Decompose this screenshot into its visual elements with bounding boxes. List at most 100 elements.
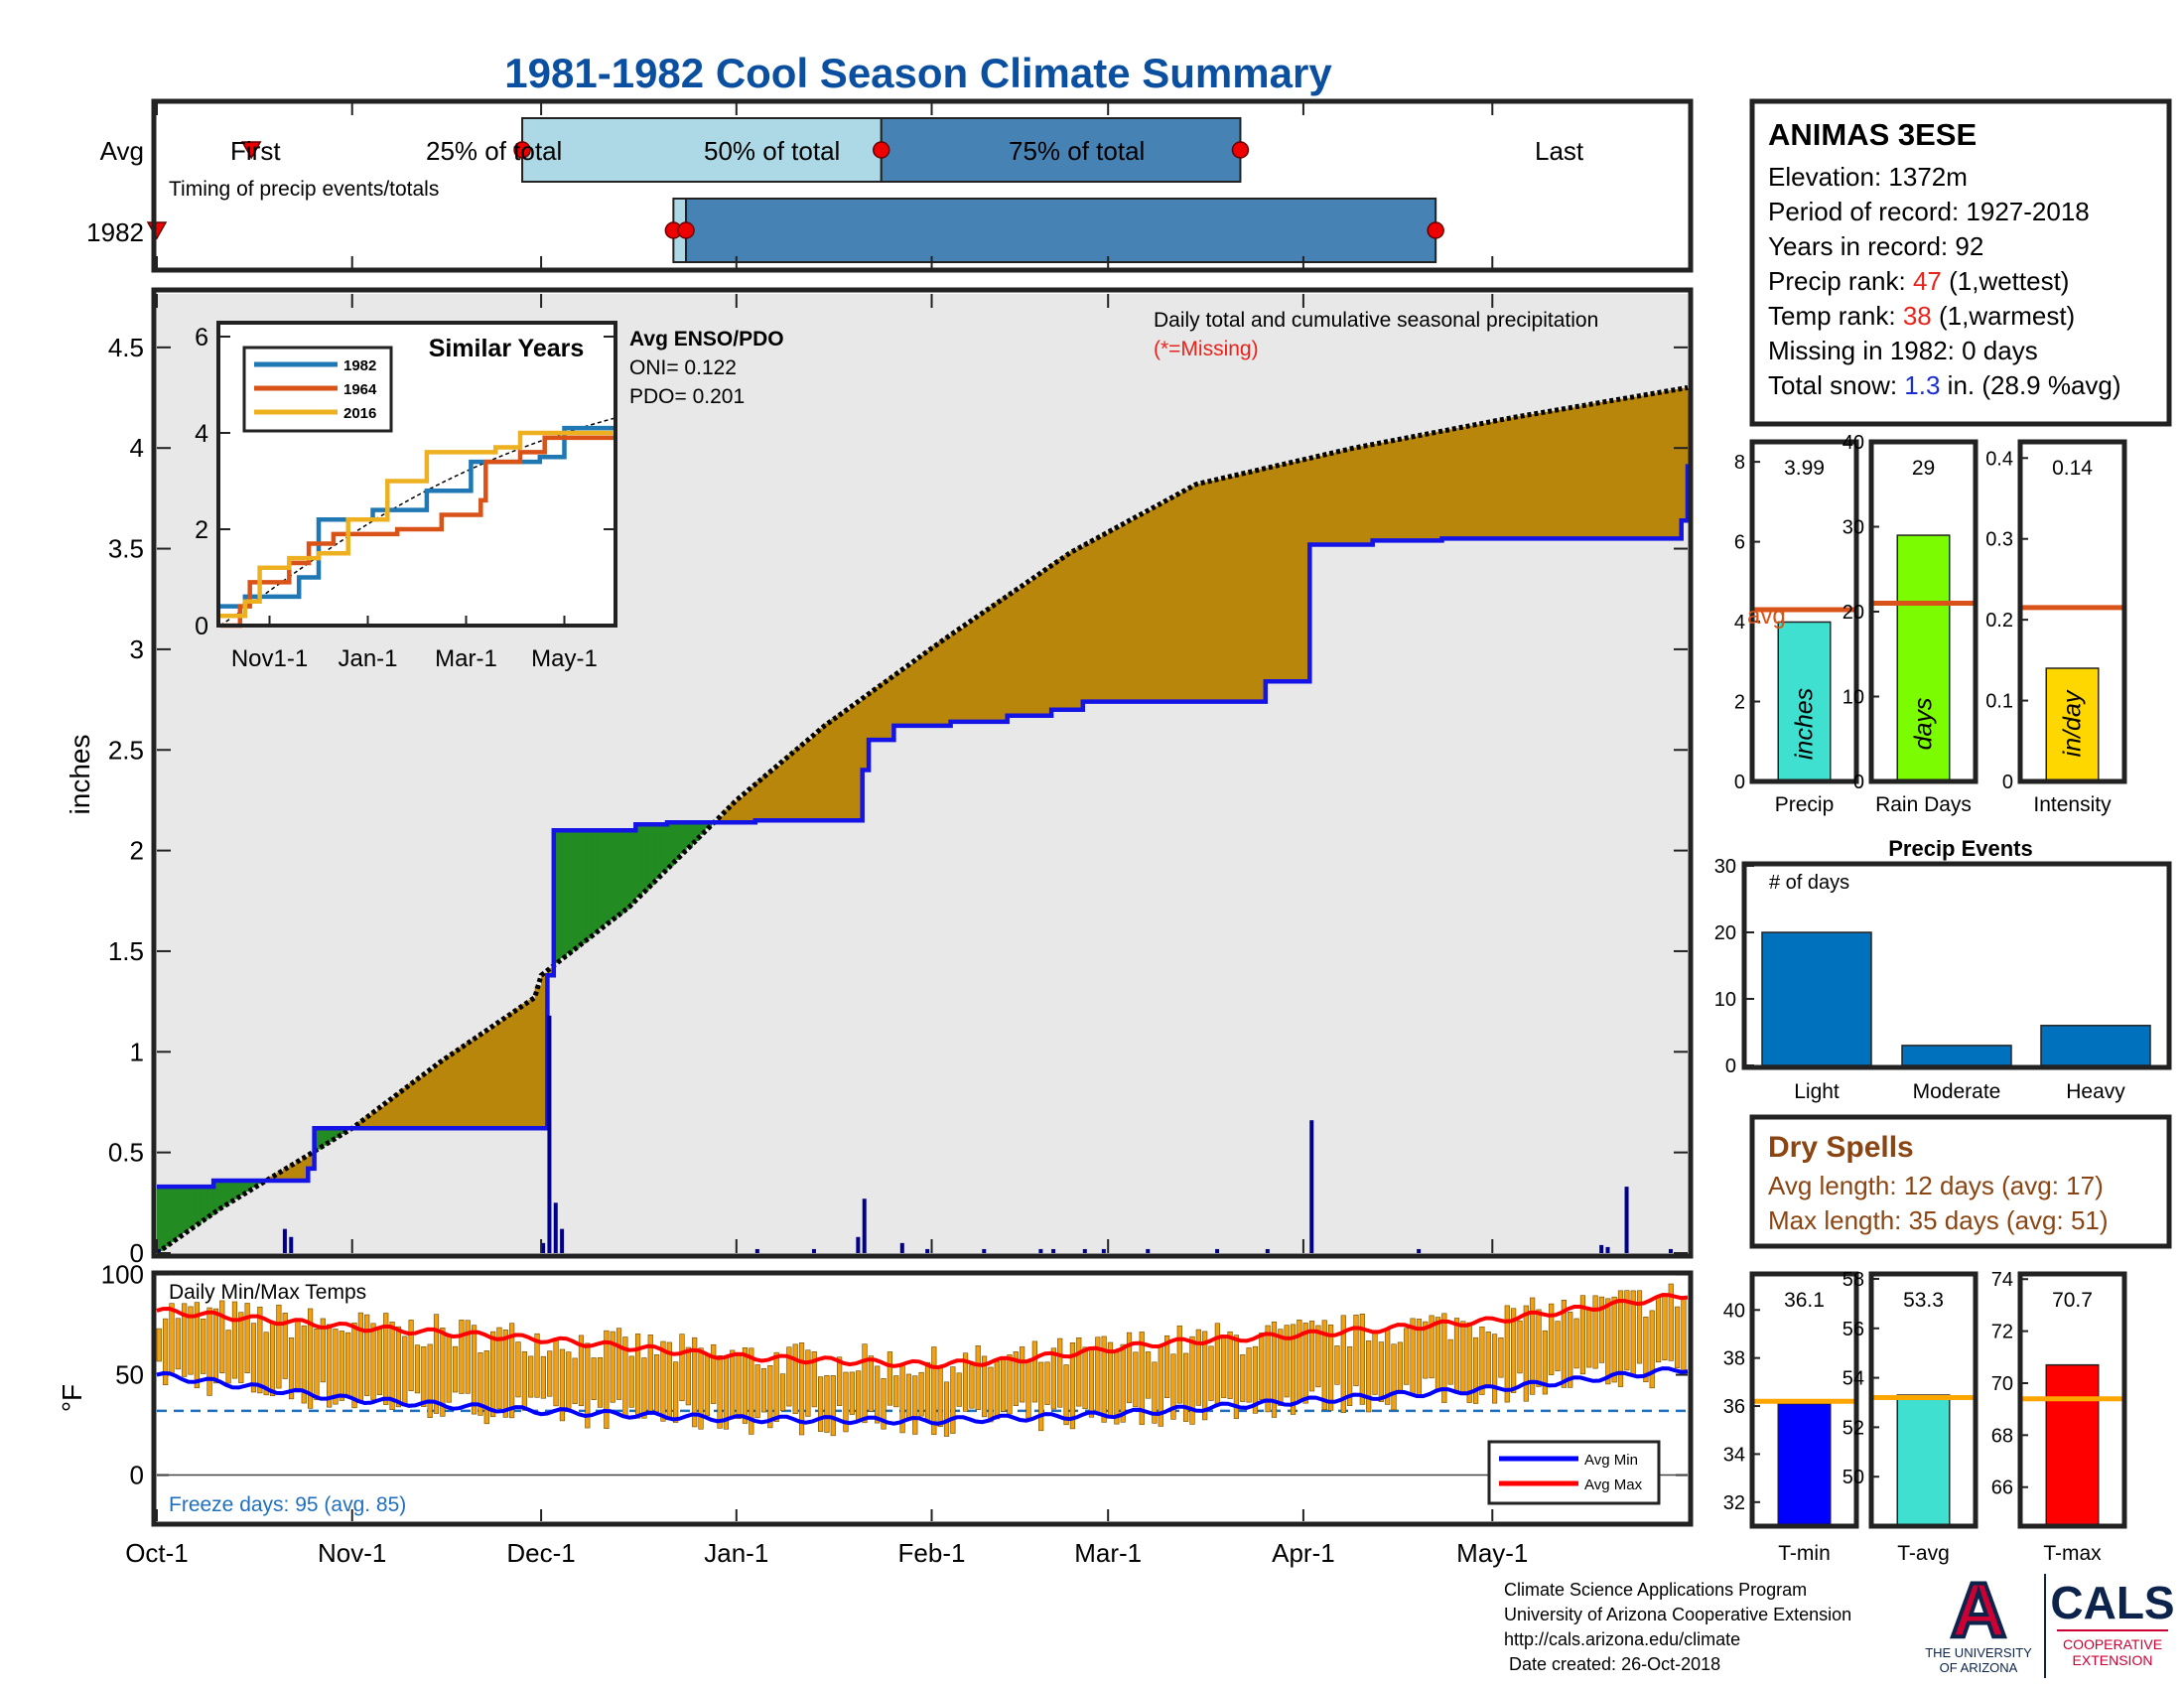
- daily-temp-bar: [1007, 1354, 1013, 1415]
- precip-anomaly-fill: [1234, 475, 1242, 702]
- daily-temp-bar: [679, 1334, 685, 1402]
- precip-anomaly-fill: [1379, 442, 1387, 541]
- precip-anomaly-fill: [528, 999, 536, 1129]
- daily-temp-bar: [188, 1306, 194, 1375]
- daily-temp-bar: [1517, 1320, 1523, 1374]
- panel-value-text: 29: [1912, 457, 1935, 480]
- daily-temp-bar: [395, 1326, 402, 1408]
- daily-temp-bar: [1549, 1303, 1555, 1375]
- daily-precip-bar: [899, 1242, 904, 1253]
- precip-anomaly-fill: [1562, 408, 1570, 539]
- daily-temp-bar: [528, 1355, 534, 1398]
- precip-anomaly-fill: [1568, 407, 1575, 539]
- inset-ytick-label: 6: [195, 324, 208, 352]
- marker-25-label: 25% of total: [426, 136, 562, 166]
- marker-75-label: 75% of total: [1009, 136, 1145, 166]
- inset-series-1982: [220, 425, 614, 609]
- daily-temp-bar: [1340, 1315, 1346, 1414]
- precip-anomaly-fill: [862, 696, 870, 771]
- daily-temp-bar: [981, 1355, 988, 1418]
- daily-temp-bar: [1176, 1325, 1182, 1404]
- precip-anomaly-fill: [377, 1106, 385, 1129]
- precip-anomaly-fill: [1536, 412, 1544, 539]
- precip-anomaly-fill: [1637, 395, 1645, 539]
- avg-min-line: [156, 1366, 1689, 1426]
- daily-temp-bar: [1233, 1335, 1240, 1419]
- precip-anomaly-fill: [1605, 400, 1613, 539]
- temp-rank: Temp rank: 38 (1,warmest): [1768, 301, 2075, 331]
- temp-ytick-label: 0: [130, 1461, 144, 1490]
- precip-anomaly-fill: [1599, 402, 1607, 539]
- xtick-label: Feb-1: [898, 1538, 966, 1568]
- daily-temp-bar: [843, 1371, 849, 1433]
- precip-anomaly-fill: [1240, 473, 1248, 702]
- daily-temp-bar: [1227, 1331, 1233, 1399]
- events-ytick-label: 0: [1725, 1055, 1736, 1077]
- precip-anomaly-fill: [1549, 410, 1557, 539]
- daily-temp-bar: [351, 1323, 357, 1409]
- daily-temp-bar: [572, 1357, 578, 1405]
- precip-anomaly-fill: [276, 1172, 284, 1182]
- panel-ytick-label: 20: [1843, 602, 1864, 624]
- precip-anomaly-fill: [887, 677, 895, 741]
- daily-temp-bar: [483, 1350, 489, 1425]
- precip-anomaly-fill: [1020, 585, 1027, 716]
- daily-temp-bar: [1675, 1306, 1681, 1369]
- precip-anomaly-fill: [1460, 426, 1468, 539]
- daily-temp-bar: [1359, 1314, 1365, 1405]
- dry-spells-title: Dry Spells: [1768, 1131, 1914, 1164]
- xtick-label: Apr-1: [1272, 1538, 1335, 1568]
- daily-precip-bar: [754, 1248, 759, 1253]
- daily-temp-bar: [698, 1347, 704, 1430]
- daily-temp-bar: [805, 1349, 811, 1417]
- daily-temp-bar: [540, 1355, 546, 1399]
- panel-unit: days: [1910, 698, 1938, 751]
- precip-anomaly-fill: [660, 824, 668, 873]
- precip-anomaly-fill: [628, 830, 636, 905]
- panel-ytick-label: 0.2: [1985, 610, 2013, 632]
- main-frame: [151, 287, 1694, 1259]
- daily-temp-bar: [182, 1303, 188, 1377]
- daily-temp-bar: [1460, 1321, 1466, 1395]
- precip-anomaly-fill: [931, 645, 939, 726]
- avg-cumulative-line: [155, 384, 1689, 1256]
- precip-anomaly-fill: [1170, 495, 1178, 702]
- daily-temp-bar: [1139, 1332, 1145, 1426]
- xtick-label: Dec-1: [506, 1538, 575, 1568]
- inset-ytick-label: 2: [195, 516, 208, 544]
- daily-temp-bar: [1321, 1320, 1327, 1410]
- daily-temp-bar: [219, 1300, 225, 1374]
- precip-anomaly-fill: [483, 1030, 491, 1129]
- daily-precip-bar: [1624, 1187, 1629, 1253]
- daily-temp-bar: [547, 1350, 553, 1397]
- daily-precip-bar: [1417, 1248, 1422, 1253]
- precip-anomaly-fill: [616, 830, 624, 914]
- precip-rank-label: Precip rank:: [1768, 266, 1913, 296]
- temp-title: Daily Min/Max Temps: [169, 1281, 366, 1304]
- precip-anomaly-fill: [875, 686, 883, 741]
- daily-temp-bar: [692, 1336, 698, 1428]
- daily-temp-bar: [1397, 1341, 1403, 1391]
- precip-anomaly-fill: [301, 1157, 309, 1182]
- year-first-marker: [146, 221, 168, 240]
- panel-value-text: 53.3: [1903, 1289, 1944, 1312]
- marker-last-label: Last: [1535, 136, 1584, 166]
- panel-value-text: 36.1: [1784, 1289, 1825, 1312]
- daily-precip-bar: [1668, 1248, 1673, 1253]
- daily-temp-bar: [257, 1306, 263, 1394]
- daily-temp-bar: [345, 1332, 351, 1399]
- precip-anomaly-fill: [1504, 418, 1512, 539]
- daily-temp-bar: [937, 1366, 943, 1428]
- precip-anomaly-fill: [206, 1187, 214, 1216]
- precip-anomaly-fill: [1429, 432, 1436, 541]
- daily-temp-bar: [1145, 1351, 1152, 1399]
- missing-note: (*=Missing): [1154, 338, 1259, 360]
- daily-temp-bar: [1491, 1334, 1498, 1404]
- daily-temp-bar: [327, 1324, 333, 1408]
- precip-anomaly-fill: [1297, 460, 1304, 682]
- station-frame: [1749, 98, 2172, 427]
- daily-temp-bar: [887, 1351, 892, 1406]
- daily-temp-bar: [1391, 1343, 1397, 1411]
- precip-anomaly-fill: [773, 766, 781, 821]
